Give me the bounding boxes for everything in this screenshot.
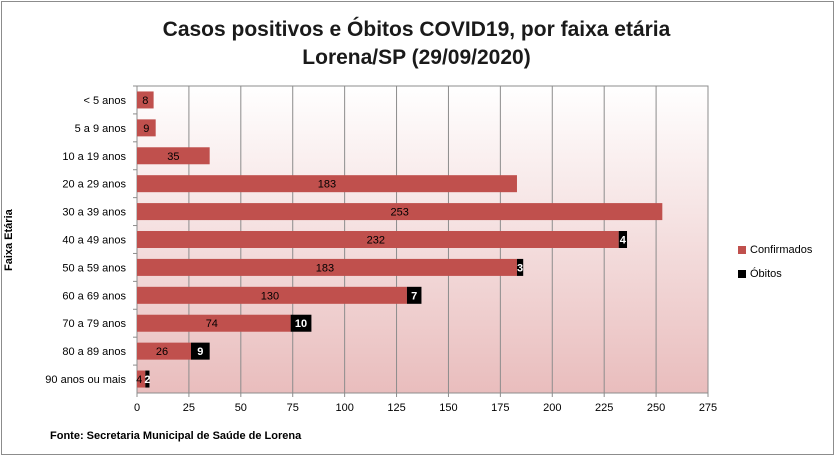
legend-swatch-obitos bbox=[738, 270, 746, 278]
y-tick-label: 70 a 79 anos bbox=[62, 318, 126, 330]
x-tick-label: 50 bbox=[235, 402, 247, 414]
data-label-obitos: 7 bbox=[411, 290, 417, 302]
data-label-confirmados: 26 bbox=[156, 346, 168, 358]
y-tick-label: 80 a 89 anos bbox=[62, 346, 126, 358]
y-tick-label: 5 a 9 anos bbox=[75, 123, 127, 135]
bar-confirmados bbox=[137, 147, 210, 165]
data-label-obitos: 9 bbox=[197, 346, 203, 358]
y-tick-label: 20 a 29 anos bbox=[62, 179, 126, 191]
data-label-confirmados: 74 bbox=[206, 318, 218, 330]
data-label-confirmados: 253 bbox=[390, 207, 408, 219]
x-tick-label: 0 bbox=[134, 402, 140, 414]
data-label-confirmados: 183 bbox=[318, 179, 336, 191]
data-label-confirmados: 130 bbox=[261, 290, 279, 302]
bar-confirmados bbox=[137, 286, 407, 304]
y-tick-label: 10 a 19 anos bbox=[62, 151, 126, 163]
data-label-obitos: 10 bbox=[295, 318, 307, 330]
bar-obitos bbox=[406, 286, 422, 304]
legend-label-confirmados: Confirmados bbox=[750, 244, 813, 256]
bar-confirmados bbox=[137, 342, 191, 360]
bar-confirmados bbox=[137, 370, 146, 388]
chart-title: Casos positivos e Óbitos COVID19, por fa… bbox=[162, 18, 671, 41]
x-tick-label: 175 bbox=[491, 402, 509, 414]
bar-confirmados bbox=[137, 203, 663, 221]
y-tick-label: 30 a 39 anos bbox=[62, 207, 126, 219]
bar-confirmados bbox=[137, 91, 154, 109]
x-tick-label: 75 bbox=[287, 402, 299, 414]
y-tick-label: 60 a 69 anos bbox=[62, 290, 126, 302]
data-label-confirmados: 4 bbox=[136, 374, 142, 386]
data-label-obitos: 3 bbox=[517, 262, 523, 274]
source-note: Fonte: Secretaria Municipal de Saúde de … bbox=[50, 430, 302, 442]
x-tick-label: 250 bbox=[647, 402, 665, 414]
bar-obitos bbox=[290, 314, 312, 332]
bar-obitos bbox=[145, 370, 150, 388]
bar-confirmados bbox=[137, 175, 517, 193]
data-label-obitos: 4 bbox=[620, 235, 627, 247]
x-tick-label: 25 bbox=[183, 402, 195, 414]
y-tick-label: 90 anos ou mais bbox=[45, 374, 126, 386]
x-tick-label: 200 bbox=[543, 402, 561, 414]
bar-confirmados bbox=[137, 231, 619, 248]
x-tick-label: 150 bbox=[439, 402, 457, 414]
x-tick-label: 275 bbox=[699, 402, 717, 414]
data-label-confirmados: 183 bbox=[316, 262, 334, 274]
data-label-confirmados: 9 bbox=[143, 123, 149, 135]
y-tick-label: 40 a 49 anos bbox=[62, 235, 126, 247]
y-tick-label: 50 a 59 anos bbox=[62, 262, 126, 274]
bar-confirmados bbox=[137, 258, 517, 276]
legend-swatch-confirmados bbox=[738, 246, 746, 254]
bar-obitos bbox=[618, 231, 628, 248]
x-tick-label: 225 bbox=[595, 402, 613, 414]
chart-subtitle: Lorena/SP (29/09/2020) bbox=[302, 46, 531, 69]
x-tick-label: 125 bbox=[387, 402, 405, 414]
y-axis-label: Faixa Etária bbox=[3, 209, 15, 271]
legend: Confirmados Óbitos bbox=[738, 244, 812, 292]
bar-confirmados bbox=[137, 314, 291, 332]
data-label-obitos: 2 bbox=[144, 374, 150, 386]
y-tick-label: < 5 anos bbox=[83, 95, 126, 107]
bar-confirmados bbox=[137, 119, 156, 137]
data-label-confirmados: 35 bbox=[167, 151, 179, 163]
x-tick-label: 100 bbox=[335, 402, 353, 414]
data-label-confirmados: 232 bbox=[367, 235, 385, 247]
bar-obitos bbox=[516, 258, 524, 276]
data-label-confirmados: 8 bbox=[142, 95, 148, 107]
bar-obitos bbox=[190, 342, 210, 360]
legend-item-obitos: Óbitos bbox=[738, 268, 812, 280]
legend-item-confirmados: Confirmados bbox=[738, 244, 812, 256]
legend-label-obitos: Óbitos bbox=[750, 268, 782, 280]
